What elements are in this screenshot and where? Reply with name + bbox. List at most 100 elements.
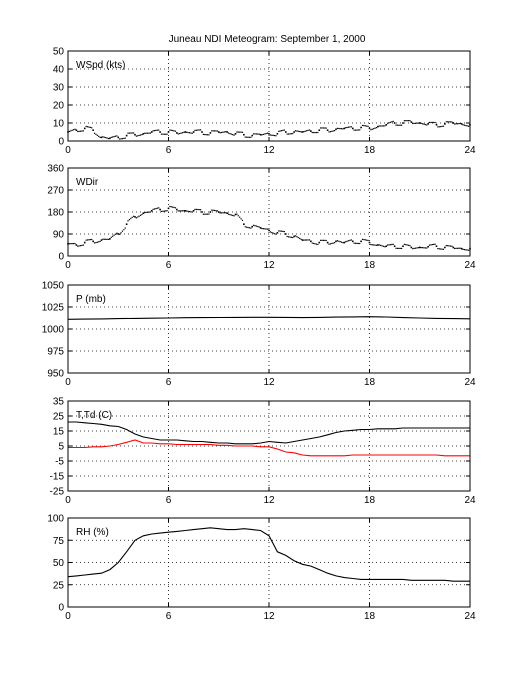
x-tick-label: 12	[263, 495, 275, 506]
data-point	[322, 239, 325, 241]
y-tick-label: 0	[58, 137, 64, 148]
data-point	[426, 247, 428, 249]
data-point	[220, 131, 223, 134]
data-point	[340, 241, 343, 243]
data-point	[279, 130, 281, 132]
data-point	[280, 130, 283, 132]
data-point	[401, 124, 403, 126]
data-point	[248, 227, 251, 229]
data-point	[349, 239, 351, 241]
data-point	[93, 132, 96, 134]
data-point	[449, 121, 452, 123]
data-point	[184, 209, 187, 212]
data-point	[343, 241, 346, 244]
data-point	[153, 129, 156, 132]
data-point	[226, 212, 228, 215]
data-point	[444, 246, 446, 249]
data-point	[395, 247, 397, 249]
data-point	[437, 126, 439, 128]
data-point	[163, 133, 165, 135]
data-point	[351, 240, 354, 243]
data-point	[421, 123, 424, 125]
data-point	[149, 211, 151, 213]
data-point	[385, 245, 388, 248]
data-point	[187, 210, 189, 212]
data-point	[83, 241, 86, 244]
data-point	[438, 248, 440, 250]
data-point	[388, 244, 390, 246]
data-point	[100, 239, 103, 241]
data-point	[370, 129, 372, 131]
data-point	[440, 125, 442, 128]
data-point	[71, 129, 73, 131]
data-point	[247, 226, 249, 229]
data-point	[326, 241, 329, 244]
data-point	[255, 133, 258, 135]
data-point	[127, 220, 129, 222]
data-point	[454, 123, 456, 125]
data-point	[437, 248, 439, 250]
data-point	[197, 208, 199, 211]
data-point	[406, 244, 408, 246]
x-tick-label: 12	[263, 145, 275, 156]
data-point	[99, 136, 101, 138]
data-point	[399, 247, 401, 250]
data-point	[253, 133, 255, 135]
data-point	[340, 128, 343, 130]
y-tick-label: -25	[50, 487, 65, 498]
data-point	[239, 216, 241, 218]
data-point	[367, 239, 369, 242]
data-point	[204, 213, 206, 215]
data-point	[133, 132, 135, 134]
data-point	[119, 138, 121, 140]
data-point	[251, 225, 254, 228]
data-point	[230, 214, 232, 216]
data-point	[229, 132, 231, 135]
data-point	[257, 133, 259, 135]
data-point	[163, 210, 165, 212]
data-point	[250, 136, 252, 138]
series-1	[67, 205, 471, 251]
data-point	[110, 236, 112, 238]
data-point	[317, 243, 319, 246]
data-point	[107, 137, 110, 140]
data-point	[282, 230, 284, 232]
data-point	[81, 130, 83, 132]
data-point	[174, 207, 177, 209]
data-point	[103, 136, 105, 138]
data-point	[403, 243, 405, 245]
data-point	[236, 131, 238, 133]
data-point	[393, 122, 396, 124]
data-point	[213, 130, 216, 132]
data-point	[334, 130, 336, 132]
data-point	[460, 247, 463, 250]
data-point	[370, 243, 372, 246]
data-point	[366, 239, 368, 241]
data-point	[299, 237, 301, 240]
data-point	[462, 248, 464, 250]
data-point	[387, 244, 389, 246]
chart-panel-3: 0 6 12 18 24 950 975 1000 1025 1050 P (mb)	[42, 281, 476, 389]
data-point	[258, 133, 260, 135]
data-point	[315, 243, 318, 245]
y-tick-label: -5	[55, 457, 64, 468]
data-point	[186, 131, 188, 133]
data-point	[296, 236, 298, 238]
data-point	[113, 234, 115, 236]
data-point	[306, 130, 308, 132]
data-point	[401, 247, 403, 250]
data-point	[360, 240, 362, 243]
data-point	[431, 121, 433, 124]
data-point	[338, 240, 340, 242]
data-point	[188, 132, 191, 134]
data-point	[135, 217, 137, 219]
data-point	[264, 133, 266, 135]
data-point	[299, 130, 301, 133]
data-point	[313, 242, 315, 245]
panel-label: RH (%)	[76, 527, 109, 538]
data-point	[165, 210, 167, 212]
data-point	[246, 226, 248, 228]
x-tick-label: 0	[65, 145, 71, 156]
data-point	[287, 133, 290, 135]
data-point	[368, 127, 371, 130]
